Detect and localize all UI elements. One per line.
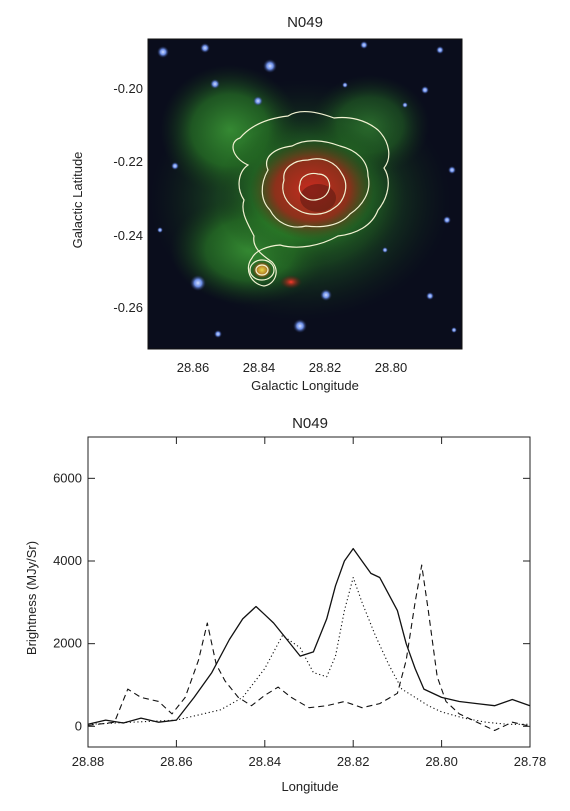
top-x-tick-label: 28.86: [177, 360, 210, 375]
top-x-tick-label: 28.82: [309, 360, 342, 375]
series-line-solid: [87, 547, 531, 725]
top-y-tick-label: -0.24: [113, 228, 143, 243]
star: [171, 162, 179, 170]
star: [451, 327, 457, 333]
chart-series: [87, 547, 531, 732]
chart-title: N049: [292, 415, 328, 432]
star: [426, 292, 434, 300]
star: [157, 46, 169, 58]
star: [200, 43, 210, 53]
star: [402, 102, 408, 108]
star: [382, 247, 388, 253]
compact-source-red: [280, 275, 302, 289]
x-tick-label: 28.78: [514, 754, 547, 769]
top-x-tick-label: 28.84: [243, 360, 276, 375]
star: [210, 79, 220, 89]
star: [157, 227, 163, 233]
top-y-tick-label: -0.20: [113, 81, 143, 96]
top-y-tick-label: -0.22: [113, 154, 143, 169]
series-line-dashed: [87, 564, 531, 732]
top-y-axis-label: Galactic Latitude: [70, 152, 85, 249]
image-frame: [147, 38, 463, 350]
top-x-axis-label: Galactic Longitude: [251, 378, 359, 393]
top-panel: N049: [70, 14, 463, 393]
y-tick-label: 4000: [53, 553, 82, 568]
star-field: [157, 41, 457, 338]
contour-inner: [282, 158, 347, 215]
x-tick-label: 28.84: [249, 754, 282, 769]
star: [320, 289, 332, 301]
top-x-tick-label: 28.80: [375, 360, 408, 375]
top-y-axis: -0.20 -0.22 -0.24 -0.26 Galactic Latitud…: [70, 81, 143, 315]
contour-outer: [232, 110, 390, 287]
contour-mid: [261, 140, 370, 228]
bubble-core-dark: [300, 184, 336, 212]
chart-x-axis-label: Longitude: [281, 779, 338, 794]
contours: [232, 110, 390, 287]
y-tick-label: 0: [75, 718, 82, 733]
y-tick-label: 2000: [53, 636, 82, 651]
chart-y-axis-label: Brightness (MJy/Sr): [24, 541, 39, 655]
top-panel-title: N049: [287, 14, 323, 31]
star: [293, 319, 307, 333]
top-y-tick-label: -0.26: [113, 300, 143, 315]
star: [263, 59, 277, 73]
star: [253, 96, 263, 106]
star: [190, 275, 206, 291]
star: [342, 82, 348, 88]
star: [360, 41, 368, 49]
star: [214, 330, 222, 338]
top-x-axis: 28.86 28.84 28.82 28.80 Galactic Longitu…: [177, 360, 408, 393]
plot-frame: [87, 436, 531, 748]
contour-source: [249, 259, 275, 281]
contour-core: [298, 172, 331, 201]
contour-source-inner: [255, 264, 269, 276]
brightness-chart: N049 28.88 28.86 28.84 28.82 28.80 28.78 0 2000…: [24, 415, 546, 794]
star: [443, 216, 451, 224]
x-tick-label: 28.82: [337, 754, 370, 769]
chart-ticks: 28.88 28.86 28.84 28.82 28.80 28.78 0 2000 4000 6…: [53, 437, 546, 769]
compact-source-yellow: [252, 261, 272, 279]
sky-image: [148, 39, 462, 349]
x-tick-label: 28.80: [425, 754, 458, 769]
y-tick-label: 6000: [53, 470, 82, 485]
star: [436, 46, 444, 54]
x-tick-label: 28.88: [72, 754, 105, 769]
x-tick-label: 28.86: [160, 754, 193, 769]
star: [421, 86, 429, 94]
star: [448, 166, 456, 174]
